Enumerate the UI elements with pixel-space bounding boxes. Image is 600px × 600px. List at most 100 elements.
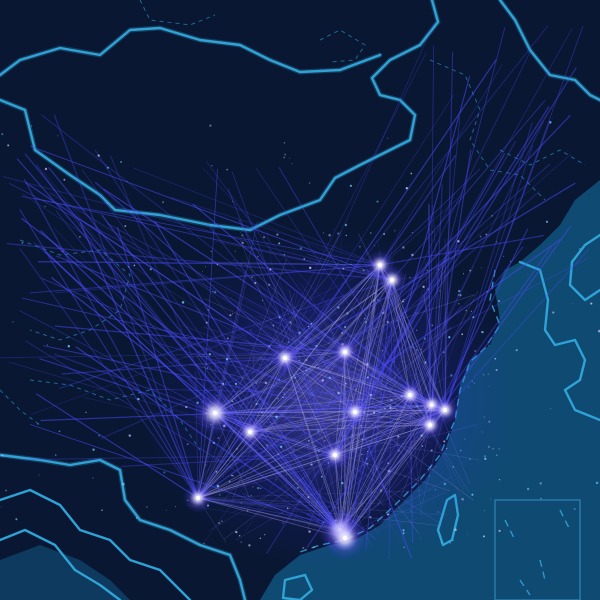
flow-particle xyxy=(241,234,244,237)
flow-particle xyxy=(384,407,386,410)
flow-line-long xyxy=(55,255,446,411)
flow-line-local xyxy=(343,264,381,390)
flow-particle xyxy=(483,416,485,418)
flow-line-local xyxy=(214,398,410,414)
flow-line-local xyxy=(214,349,357,414)
flow-particle xyxy=(411,232,413,234)
flow-line-hub xyxy=(344,394,411,539)
flow-line-long xyxy=(100,357,286,440)
flow-particle xyxy=(403,546,405,549)
flow-line-long xyxy=(54,227,346,539)
flow-line-long xyxy=(42,170,251,433)
flow-particle xyxy=(369,516,372,519)
flow-particle xyxy=(509,260,512,263)
flow-particle xyxy=(332,332,334,334)
flow-particle xyxy=(294,376,297,379)
flow-particle xyxy=(415,312,417,314)
flow-particle xyxy=(468,386,470,388)
flow-particle xyxy=(186,443,189,446)
flow-particle xyxy=(216,264,218,266)
flow-line-local xyxy=(214,393,401,414)
flow-particle xyxy=(292,431,294,433)
flow-line-hub xyxy=(249,404,433,433)
flow-line-long xyxy=(429,228,529,426)
flow-particle xyxy=(261,300,264,302)
flow-particle xyxy=(401,360,404,363)
flow-line-local xyxy=(334,454,407,547)
flow-line-local xyxy=(203,326,411,396)
flow-particle xyxy=(277,397,279,400)
flow-particle xyxy=(373,299,375,302)
province-border xyxy=(19,239,131,341)
flow-particle xyxy=(332,337,334,339)
flow-line-long xyxy=(284,25,549,359)
flow-particle xyxy=(351,434,354,436)
flow-line-local xyxy=(281,411,356,504)
flow-line-local xyxy=(241,351,346,487)
flow-line-long xyxy=(29,264,381,294)
flow-line-hub xyxy=(249,264,381,433)
flow-line-long xyxy=(354,192,456,413)
flow-line-long xyxy=(444,25,584,411)
flow-particle xyxy=(389,407,392,409)
flow-particle xyxy=(383,233,386,235)
flow-line-long xyxy=(29,424,341,531)
flow-particle xyxy=(234,382,238,385)
flow-line-long xyxy=(23,178,199,499)
flow-particle xyxy=(44,205,46,208)
flow-line-local xyxy=(183,351,346,358)
flow-particle xyxy=(203,353,206,356)
flow-line-long xyxy=(354,106,550,413)
flow-line-local xyxy=(284,357,287,490)
flow-line-long xyxy=(132,167,381,266)
flow-particle xyxy=(540,497,542,500)
flow-line-hub xyxy=(284,279,393,359)
flow-line-long xyxy=(37,244,346,539)
flow-particle xyxy=(317,429,320,432)
city-hub-dot xyxy=(342,535,348,541)
flow-line-hub xyxy=(214,351,346,414)
flow-particle xyxy=(146,506,148,508)
flow-line-long xyxy=(53,114,199,499)
flow-line-long xyxy=(83,221,286,359)
flow-line-local xyxy=(249,364,356,433)
flow-particle xyxy=(473,382,476,384)
flow-line-hub xyxy=(197,404,433,499)
flow-particle xyxy=(256,486,260,490)
flow-line-long xyxy=(21,193,356,413)
flow-line-local xyxy=(344,296,430,353)
flow-particle xyxy=(240,263,242,265)
flow-line-long xyxy=(284,21,435,359)
flow-particle xyxy=(337,306,340,309)
flow-line-long xyxy=(409,394,414,543)
flow-particle xyxy=(317,367,319,369)
sea-layer xyxy=(0,180,600,600)
flow-line-long xyxy=(103,188,433,406)
flow-particle xyxy=(382,311,385,315)
flow-line-local xyxy=(197,257,449,499)
flow-line-hub xyxy=(197,497,341,531)
flow-line-hub xyxy=(339,424,431,531)
flow-line-long xyxy=(256,168,411,396)
flow-line-local xyxy=(197,293,296,499)
flow-line-local xyxy=(253,422,341,531)
flow-particle xyxy=(1,454,4,457)
flow-line-local xyxy=(214,412,319,521)
flow-particle xyxy=(30,125,33,127)
flow-particle xyxy=(163,471,166,474)
flow-particle xyxy=(438,290,441,292)
flow-particle xyxy=(337,232,340,235)
flow-particle xyxy=(21,242,24,244)
flow-particle xyxy=(85,411,87,414)
flow-line-hub xyxy=(334,424,431,456)
flow-particle xyxy=(210,250,212,253)
flow-line-local xyxy=(244,411,356,413)
flow-particle xyxy=(388,403,390,406)
flow-particle xyxy=(481,330,484,334)
flow-particle xyxy=(275,415,278,419)
flow-particle xyxy=(234,250,236,252)
flow-particle xyxy=(404,475,406,477)
province-border xyxy=(429,59,546,201)
province-layer xyxy=(0,0,586,451)
flow-line-hub xyxy=(391,279,433,406)
